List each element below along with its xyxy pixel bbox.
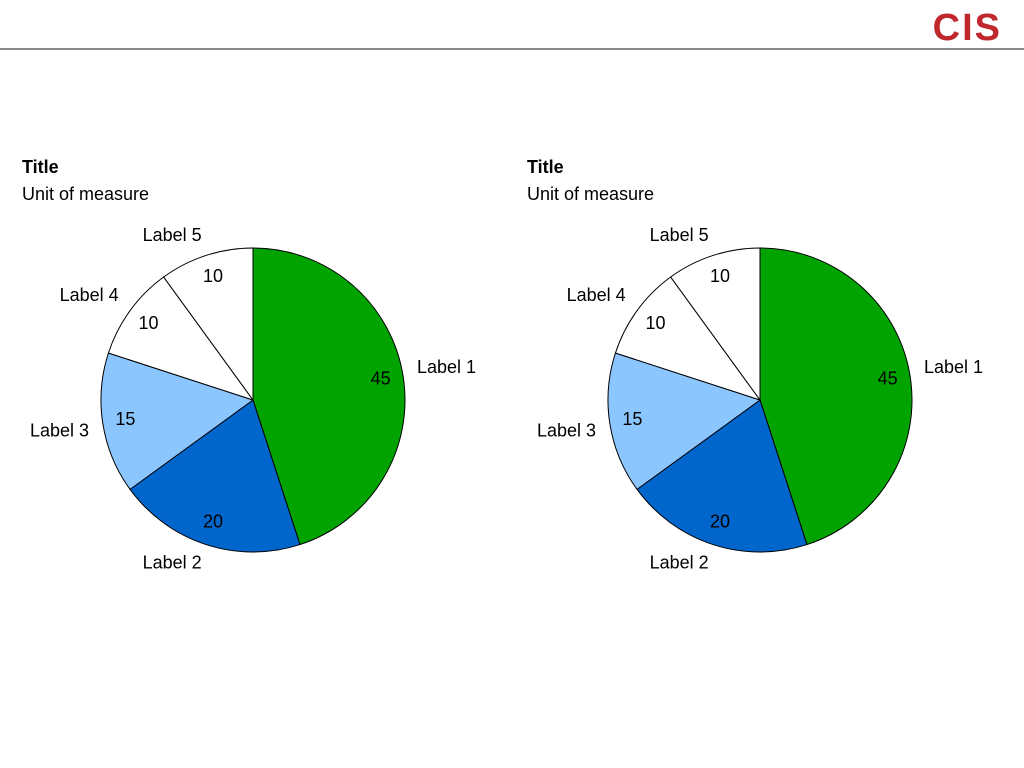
chart-title: Title [527, 157, 564, 177]
chart-subtitle: Unit of measure [527, 184, 654, 204]
pie-slice [607, 352, 762, 491]
data-label: 10 [138, 313, 158, 333]
pie-slice [107, 276, 255, 401]
pie-slice [162, 247, 254, 402]
category-label: Label 1 [924, 357, 983, 377]
data-label: 20 [710, 512, 730, 532]
data-label: 45 [878, 369, 898, 389]
data-label: 45 [371, 369, 391, 389]
category-label: Label 2 [143, 553, 202, 573]
data-label: 15 [115, 409, 135, 429]
data-label: 10 [710, 266, 730, 286]
pie-slice [614, 276, 762, 401]
pie-slice [669, 247, 761, 402]
category-label: Label 3 [537, 421, 596, 441]
pie-slice [100, 352, 255, 491]
pie-slice [636, 399, 808, 553]
logo: CIS [933, 7, 1002, 49]
data-label: 15 [622, 409, 642, 429]
data-label: 10 [203, 266, 223, 286]
category-label: Label 2 [650, 553, 709, 573]
pie-slice [252, 247, 406, 546]
category-label: Label 4 [60, 285, 119, 305]
pie-slice [759, 247, 913, 546]
pie-slice [129, 399, 301, 553]
category-label: Label 1 [417, 357, 476, 377]
category-label: Label 4 [567, 285, 626, 305]
category-label: Label 5 [143, 225, 202, 245]
category-label: Label 3 [30, 421, 89, 441]
data-label: 10 [645, 313, 665, 333]
category-label: Label 5 [650, 225, 709, 245]
chart-title: Title [22, 157, 59, 177]
chart-subtitle: Unit of measure [22, 184, 149, 204]
data-label: 20 [203, 512, 223, 532]
